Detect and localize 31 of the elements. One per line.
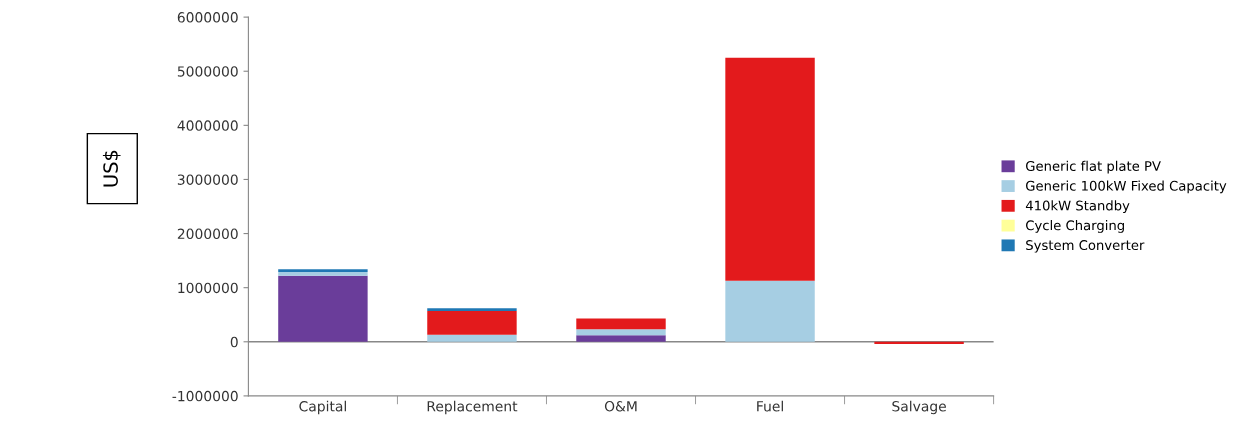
bar bbox=[427, 334, 517, 342]
y-tick-label: 0 bbox=[230, 336, 238, 348]
y-axis-title: US$ bbox=[102, 150, 121, 187]
x-tick-label: Capital bbox=[299, 400, 346, 415]
bar bbox=[278, 275, 368, 342]
y-tick-label: 5000000 bbox=[177, 66, 238, 77]
y-tick-label: -1000000 bbox=[172, 390, 238, 402]
bar bbox=[874, 341, 964, 344]
legend-label: 410kW Standby bbox=[1025, 200, 1130, 214]
legend-label: Cycle Charging bbox=[1026, 220, 1124, 233]
x-tick-label: O&M bbox=[604, 401, 637, 412]
x-tick-label: Replacement bbox=[427, 400, 518, 415]
legend-label: Generic 100kW Fixed Capacity bbox=[1026, 180, 1227, 194]
bar bbox=[427, 310, 517, 335]
x-tick-label: Salvage bbox=[892, 400, 946, 415]
y-tick-label: 4000000 bbox=[177, 120, 238, 131]
x-tick-label: Fuel bbox=[757, 400, 783, 412]
bar bbox=[576, 335, 666, 342]
y-tick-label: 6000000 bbox=[177, 12, 238, 23]
bar bbox=[278, 271, 368, 276]
bar bbox=[278, 269, 368, 272]
bar bbox=[576, 329, 666, 336]
bar bbox=[427, 308, 517, 311]
y-tick-label: 3000000 bbox=[177, 174, 238, 185]
legend-label: Generic flat plate PV bbox=[1026, 160, 1161, 174]
legend-label: System Converter bbox=[1026, 240, 1145, 253]
bar bbox=[725, 280, 815, 342]
y-tick-label: 2000000 bbox=[177, 228, 238, 240]
bar bbox=[576, 318, 666, 330]
y-tick-label: 1000000 bbox=[178, 282, 238, 294]
bar bbox=[725, 57, 815, 281]
